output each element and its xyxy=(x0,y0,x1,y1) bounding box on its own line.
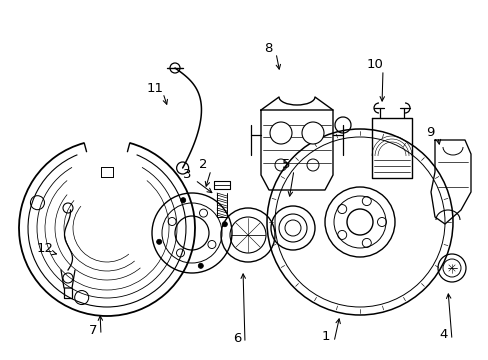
Text: 2: 2 xyxy=(198,158,207,171)
Text: 6: 6 xyxy=(232,332,241,345)
Circle shape xyxy=(156,239,162,244)
Text: 12: 12 xyxy=(37,242,53,255)
Text: 9: 9 xyxy=(425,126,433,139)
Text: 4: 4 xyxy=(439,328,447,342)
Text: 1: 1 xyxy=(321,330,329,343)
Text: 8: 8 xyxy=(263,41,272,54)
Text: 11: 11 xyxy=(146,81,163,94)
Circle shape xyxy=(302,122,324,144)
Text: 3: 3 xyxy=(183,168,191,181)
Circle shape xyxy=(198,264,203,268)
Text: 7: 7 xyxy=(88,324,97,337)
Circle shape xyxy=(269,122,291,144)
Circle shape xyxy=(181,198,185,203)
Text: 10: 10 xyxy=(366,58,383,72)
Circle shape xyxy=(222,222,227,227)
Text: 5: 5 xyxy=(281,158,290,171)
